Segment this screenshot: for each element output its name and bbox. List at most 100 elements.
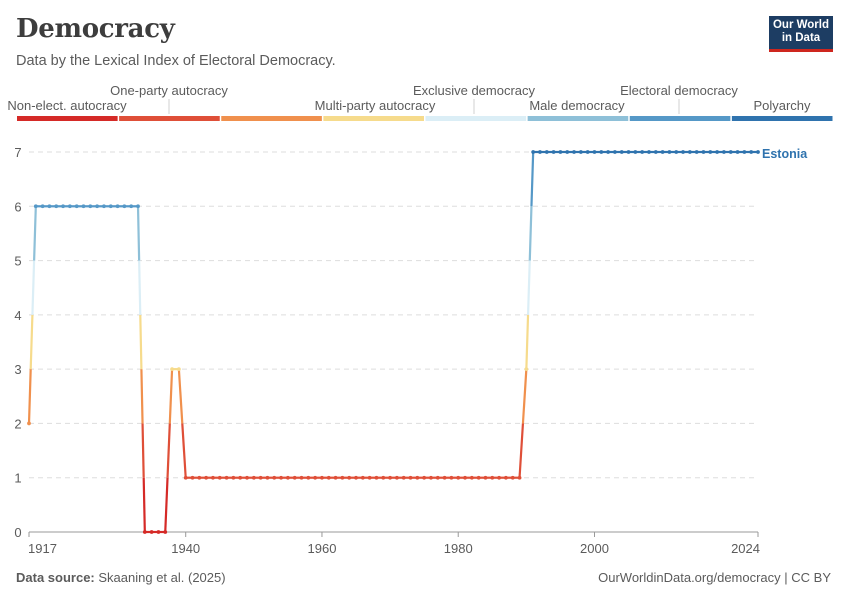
series-line-segment <box>140 369 144 424</box>
y-tick-label: 6 <box>14 199 21 214</box>
x-tick-label: 2000 <box>580 541 609 556</box>
data-point <box>756 150 760 154</box>
data-point <box>333 475 338 480</box>
legend-color-segment <box>731 116 833 121</box>
legend-label: Multi-party autocracy <box>315 98 436 113</box>
data-point <box>238 475 243 480</box>
data-source-text[interactable]: Skaaning et al. (2025) <box>98 570 226 585</box>
data-point <box>156 530 161 534</box>
legend-color-segment <box>527 116 629 121</box>
y-tick-label: 5 <box>14 254 21 269</box>
data-point <box>667 150 672 154</box>
legend-color-segment <box>323 116 424 121</box>
data-point <box>170 367 174 372</box>
data-point <box>599 150 604 154</box>
data-point <box>122 204 127 209</box>
data-point <box>27 421 31 426</box>
data-point <box>435 475 440 480</box>
legend-label: Electoral democracy <box>620 83 738 98</box>
x-tick-label: 1917 <box>28 541 57 556</box>
logo-line-2: in Data <box>781 31 821 44</box>
data-point <box>483 475 488 480</box>
data-point <box>306 475 311 480</box>
series-line-segment <box>528 206 533 261</box>
data-point <box>183 475 188 480</box>
data-point <box>381 475 386 480</box>
data-point <box>163 530 168 534</box>
data-point <box>115 204 120 209</box>
data-point <box>456 475 461 480</box>
data-point <box>531 150 536 154</box>
data-source: Data source: Skaaning et al. (2025) <box>16 570 226 585</box>
data-point <box>197 475 202 480</box>
data-point <box>544 150 549 154</box>
series-line-segment <box>166 423 171 478</box>
data-point <box>33 204 38 209</box>
data-point <box>653 150 658 154</box>
series-line-segment <box>177 369 184 424</box>
footer-url[interactable]: OurWorldinData.org/democracy | CC BY <box>598 570 831 585</box>
data-point <box>565 150 570 154</box>
data-point <box>401 475 406 480</box>
data-point <box>510 475 515 480</box>
series-line-segment <box>31 260 36 315</box>
y-tick-label: 1 <box>14 471 21 486</box>
series-line-segment <box>526 260 531 315</box>
series-line-segment <box>27 369 32 424</box>
x-tick-label: 2024 <box>731 541 760 556</box>
data-point <box>388 475 392 480</box>
data-point <box>408 475 413 480</box>
data-point <box>251 475 256 480</box>
legend-color-segment <box>629 116 731 121</box>
data-point <box>142 530 147 534</box>
data-point <box>715 150 720 154</box>
data-point <box>701 150 706 154</box>
y-tick-label: 2 <box>14 416 21 431</box>
data-point <box>320 475 324 480</box>
y-tick-label: 7 <box>14 145 21 160</box>
data-point <box>660 150 665 154</box>
data-point <box>129 204 134 209</box>
data-point <box>81 204 86 209</box>
series-line-segment <box>139 314 143 370</box>
chart-title: Democracy <box>16 14 175 44</box>
data-point <box>619 150 624 154</box>
data-point <box>211 475 215 480</box>
series-line-segment <box>33 206 37 261</box>
data-point <box>272 475 277 480</box>
data-point <box>231 475 236 480</box>
y-tick-label: 3 <box>14 362 21 377</box>
data-point <box>742 150 747 154</box>
data-point <box>558 150 563 154</box>
data-point <box>299 475 304 480</box>
series-line-segment <box>142 477 146 533</box>
legend-color-segment <box>221 116 322 121</box>
data-point <box>149 530 154 534</box>
data-point <box>463 475 467 480</box>
data-point <box>95 204 100 209</box>
legend-color-segment <box>119 116 220 121</box>
data-point <box>469 475 474 480</box>
series-line-segment <box>164 477 169 533</box>
data-point <box>728 150 733 154</box>
data-point <box>490 475 495 480</box>
data-point <box>245 475 249 480</box>
data-point <box>224 475 229 480</box>
data-point <box>395 475 399 480</box>
data-point <box>613 150 617 154</box>
data-point <box>67 204 72 209</box>
data-point <box>572 150 576 154</box>
legend-label: Exclusive democracy <box>413 83 536 98</box>
data-point <box>674 150 679 154</box>
owid-logo[interactable]: Our World in Data <box>769 16 833 52</box>
data-point <box>578 150 583 154</box>
data-point <box>708 150 713 154</box>
data-point <box>190 475 195 480</box>
data-point <box>497 475 502 480</box>
series-line-segment <box>168 369 174 424</box>
data-point <box>374 475 379 480</box>
data-point <box>347 475 352 480</box>
logo-line-1: Our World <box>772 19 829 31</box>
y-tick-label: 4 <box>14 308 21 323</box>
